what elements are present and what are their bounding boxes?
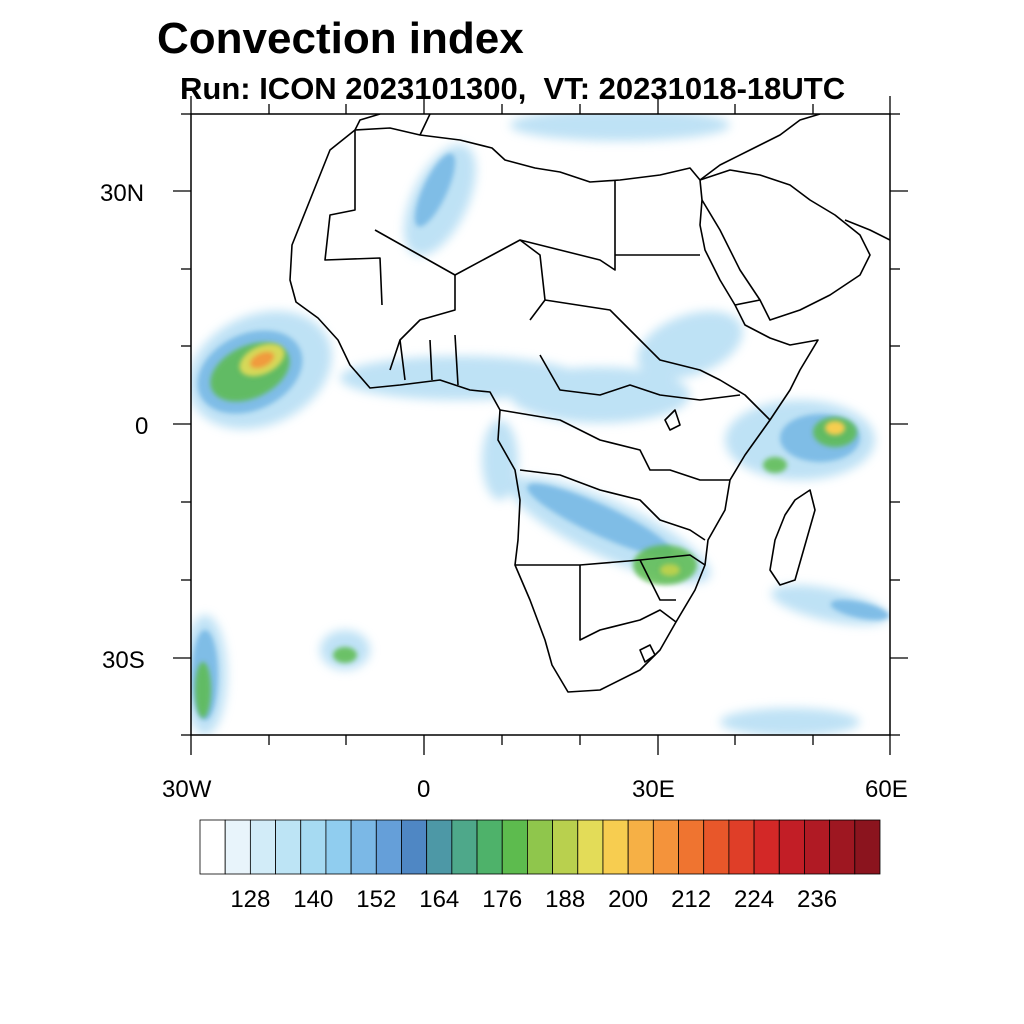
coastlines xyxy=(289,114,890,693)
lat-label-0: 0 xyxy=(135,413,149,440)
colorbar-swatch xyxy=(728,819,755,875)
colorbar-swatch xyxy=(300,819,327,875)
lat-label-30n: 30N xyxy=(100,180,145,207)
colorbar-swatch xyxy=(476,819,503,875)
colorbar-swatch xyxy=(753,819,780,875)
colorbar-label: 152 xyxy=(356,886,397,913)
colorbar-label: 224 xyxy=(734,886,775,913)
colorbar-swatch xyxy=(451,819,478,875)
colorbar-swatch xyxy=(652,819,679,875)
colorbar-swatch xyxy=(778,819,805,875)
colorbar-label: 236 xyxy=(797,886,838,913)
colorbar-swatch xyxy=(854,819,881,875)
axis-ticks xyxy=(173,96,908,755)
colorbar-swatch xyxy=(401,819,428,875)
lon-label-60e: 60E xyxy=(865,776,908,803)
colorbar-swatch xyxy=(375,819,402,875)
colorbar-swatch xyxy=(552,819,579,875)
colorbar-label: 212 xyxy=(671,886,712,913)
map-subtitle: Run: ICON 2023101300, VT: 20231018-18UTC xyxy=(180,71,846,106)
convection-field xyxy=(191,114,890,735)
colorbar-swatch xyxy=(703,819,730,875)
colorbar-swatch xyxy=(527,819,553,875)
colorbar-swatch xyxy=(426,819,453,875)
colorbar-swatch xyxy=(501,819,528,875)
colorbar-label: 188 xyxy=(545,886,586,913)
colorbar-swatch xyxy=(602,819,629,875)
colorbar-swatch xyxy=(325,819,352,875)
colorbar-label: 176 xyxy=(482,886,523,913)
colorbar-swatch xyxy=(350,819,377,875)
lon-label-30e: 30E xyxy=(632,776,675,803)
colorbar-swatch xyxy=(249,819,276,875)
colorbar-label: 128 xyxy=(230,886,271,913)
lon-label-30w: 30W xyxy=(162,776,212,803)
colorbar-swatch xyxy=(577,819,604,875)
colorbar-swatch xyxy=(829,819,856,875)
colorbar-swatch xyxy=(224,819,251,875)
colorbar-swatch xyxy=(275,819,302,875)
lat-label-30s: 30S xyxy=(102,647,145,674)
colorbar-swatch xyxy=(199,819,226,875)
colorbar-swatch xyxy=(678,819,705,875)
map-title: Convection index xyxy=(157,14,524,63)
colorbar-label: 164 xyxy=(419,886,460,913)
colorbar-swatch xyxy=(627,819,654,875)
colorbar-label: 140 xyxy=(293,886,334,913)
colorbar-swatch xyxy=(804,819,831,875)
lon-label-0: 0 xyxy=(417,776,431,803)
colorbar xyxy=(199,819,881,875)
colorbar-label: 200 xyxy=(608,886,649,913)
